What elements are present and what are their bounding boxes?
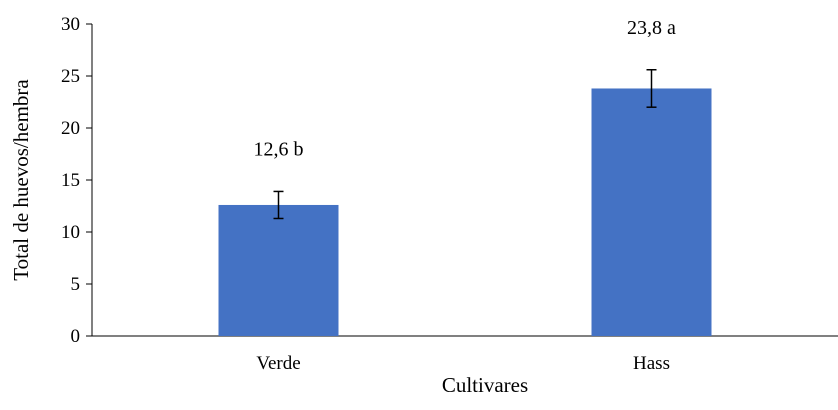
axes: 0 5 10 15 20 25 30: [61, 14, 838, 347]
bar-hass: [591, 88, 712, 336]
y-tick-label: 25: [61, 66, 80, 87]
y-tick-label: 15: [61, 170, 80, 191]
bar-verde: [218, 204, 339, 336]
x-axis-title: Cultivares: [442, 373, 528, 397]
data-label: 12,6 b: [254, 138, 304, 160]
labels: 12,6 b Verde 23,8 a Hass: [254, 17, 677, 374]
x-tick-label: Verde: [256, 353, 300, 374]
data-label: 23,8 a: [627, 17, 676, 39]
y-tick-label: 0: [71, 326, 81, 347]
y-tick-label: 5: [71, 274, 81, 295]
y-tick-label: 20: [61, 118, 80, 139]
bars: [218, 69, 712, 336]
x-tick-label: Hass: [633, 353, 670, 374]
y-tick-label: 10: [61, 222, 80, 243]
y-tick-label: 30: [61, 14, 80, 35]
y-axis-title: Total de huevos/hembra: [9, 79, 33, 281]
